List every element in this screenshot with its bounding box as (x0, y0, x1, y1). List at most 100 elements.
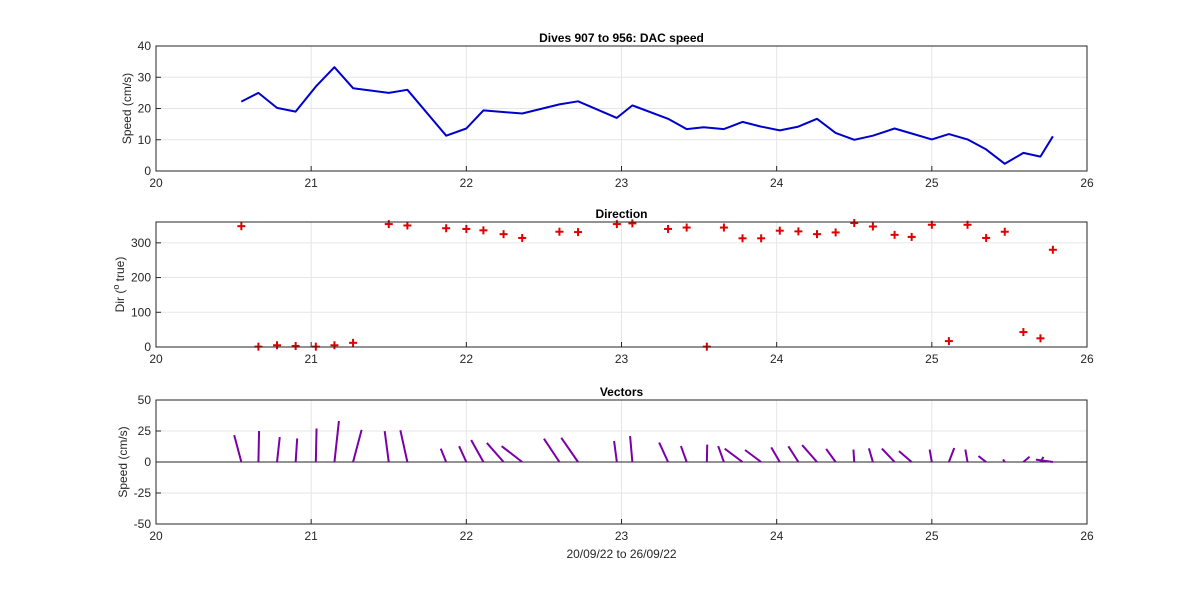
vectors-x-tick-label: 20 (149, 529, 163, 543)
direction-marker (330, 341, 339, 350)
direction-marker (944, 337, 953, 346)
vector-stick (852, 449, 856, 463)
direction-panel: 20 21 22 23 24 25 26 0 100 200 300 Direction Dir … (111, 207, 1094, 366)
direction-x-tick-label: 20 (149, 352, 163, 366)
vector-stick (560, 437, 579, 463)
speed-y-tick-label: 20 (138, 102, 152, 116)
direction-marker (1048, 245, 1057, 254)
vector-stick (486, 442, 505, 463)
vector-stick (257, 430, 261, 463)
vectors-y-tick-label: 50 (138, 393, 152, 407)
vectors-x-tick-label: 23 (615, 529, 629, 543)
direction-marker (349, 338, 358, 347)
vector-stick (439, 448, 448, 463)
vector-stick (1035, 458, 1054, 463)
vectors-y-tick-label: -50 (134, 517, 152, 531)
vector-stick (543, 438, 561, 463)
direction-marker (462, 224, 471, 233)
vectors-x-tick-label: 24 (770, 529, 784, 543)
vector-stick (717, 445, 725, 463)
speed-x-tick-label: 21 (304, 176, 318, 190)
vector-stick (658, 442, 669, 463)
vector-stick (964, 449, 969, 463)
vector-stick (898, 450, 913, 463)
direction-marker (403, 221, 412, 230)
vector-stick (399, 430, 409, 463)
speed-panel: 20 21 22 23 24 25 26 0 10 20 30 40 Dives 907 to 95… (120, 31, 1094, 190)
speed-y-tick-label: 40 (138, 39, 152, 53)
vectors-x-tick-label: 22 (460, 529, 474, 543)
vector-stick (501, 445, 523, 463)
vector-stick (928, 449, 933, 463)
direction-marker (518, 233, 527, 242)
speed-marks (240, 66, 1054, 165)
direction-x-tick-label: 25 (925, 352, 939, 366)
direction-y-ticks: 0 100 200 300 (131, 236, 161, 354)
vector-stick (1022, 455, 1031, 463)
vectors-x-tick-label: 21 (304, 529, 318, 543)
vector-stick (613, 440, 618, 463)
speed-x-tick-label: 26 (1080, 176, 1094, 190)
direction-marker (555, 227, 564, 236)
vector-stick (744, 449, 762, 463)
speed-y-tick-label: 0 (144, 164, 151, 178)
vectors-y-ticks: -50 -25 0 25 50 (134, 393, 161, 531)
direction-marker (719, 223, 728, 232)
direction-marker (831, 228, 840, 237)
direction-x-tick-label: 21 (304, 352, 318, 366)
direction-x-tick-label: 26 (1080, 352, 1094, 366)
direction-marker (628, 219, 637, 228)
direction-marker (794, 227, 803, 236)
vector-stick (679, 445, 688, 463)
direction-marker (291, 341, 300, 350)
vectors-y-tick-label: 25 (138, 424, 152, 438)
vectors-marks (156, 420, 1087, 463)
vector-stick (352, 429, 363, 463)
direction-marker (890, 230, 899, 239)
vectors-panel: 20 21 22 23 24 25 26 -50 -25 0 25 50 Vectors Speed… (116, 385, 1094, 561)
speed-title: Dives 907 to 956: DAC speed (539, 31, 704, 45)
speed-y-ticks: 0 10 20 30 40 (138, 39, 161, 178)
speed-y-tick-label: 30 (138, 70, 152, 84)
direction-y-label-main: Dir ( (113, 290, 127, 313)
direction-y-label-sup: o (111, 285, 121, 290)
direction-marker (664, 224, 673, 233)
speed-y-tick-label: 10 (138, 133, 152, 147)
direction-marker (757, 234, 766, 243)
direction-x-tick-label: 23 (615, 352, 629, 366)
direction-marker (574, 228, 583, 237)
vector-stick (770, 446, 781, 463)
direction-marker (237, 222, 246, 231)
direction-marker (612, 220, 621, 229)
vector-stick (629, 435, 634, 463)
direction-x-tick-label: 22 (460, 352, 474, 366)
direction-y-label: Dir (o true) (111, 257, 127, 313)
direction-y-tick-label: 100 (131, 305, 151, 319)
vector-stick (276, 436, 281, 463)
vector-stick (787, 445, 800, 463)
direction-marker (1000, 227, 1009, 236)
vectors-x-label: 20/09/22 to 26/09/22 (566, 547, 676, 561)
vector-stick (724, 447, 744, 463)
direction-x-tick-label: 24 (770, 352, 784, 366)
speed-x-tick-label: 23 (615, 176, 629, 190)
vectors-x-ticks: 20 21 22 23 24 25 26 (149, 519, 1094, 543)
vector-stick (458, 445, 468, 463)
speed-x-tick-label: 25 (925, 176, 939, 190)
direction-y-tick-label: 0 (144, 340, 151, 354)
direction-marker (499, 230, 508, 239)
direction-y-label-tail: true) (113, 257, 127, 285)
direction-marker (868, 222, 877, 231)
direction-y-tick-label: 300 (131, 236, 151, 250)
direction-marker (775, 226, 784, 235)
vectors-title: Vectors (600, 385, 644, 399)
direction-marker (479, 226, 488, 235)
speed-x-ticks: 20 21 22 23 24 25 26 (149, 166, 1094, 190)
direction-marker (273, 341, 282, 350)
direction-marker (738, 234, 747, 243)
vector-stick (383, 431, 390, 463)
vector-stick (801, 444, 818, 463)
direction-title: Direction (595, 207, 647, 221)
direction-x-ticks: 20 21 22 23 24 25 26 (149, 342, 1094, 366)
vector-stick (1002, 458, 1006, 463)
